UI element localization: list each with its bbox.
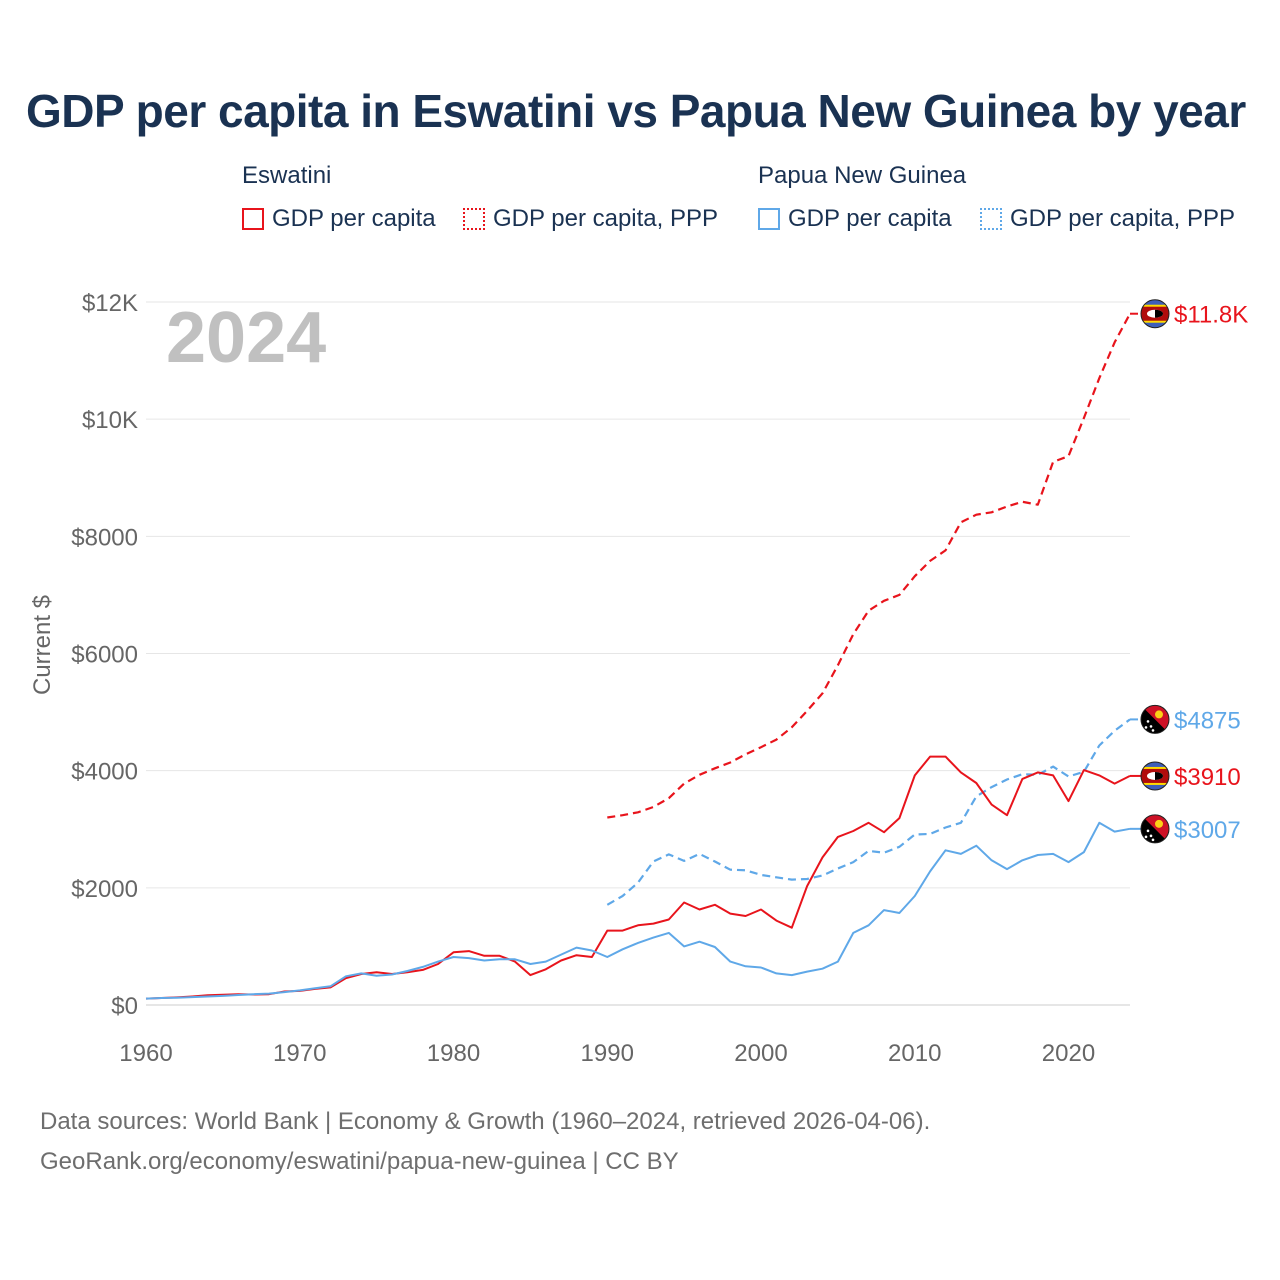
footer-link[interactable]: GeoRank.org/economy/eswatini/papua-new-g…: [40, 1148, 679, 1175]
legend-png-gdp-ppp[interactable]: GDP per capita, PPP: [980, 205, 1235, 233]
legend-swatch-dotted-icon: [463, 208, 485, 230]
legend-label: GDP per capita: [788, 205, 952, 232]
series-line: [607, 313, 1131, 819]
y-tick-label: $8000: [71, 524, 138, 551]
x-tick-label: 2020: [1042, 1040, 1095, 1067]
footer-sources: Data sources: World Bank | Economy & Gro…: [40, 1108, 931, 1135]
legend-swatch-dotted-icon: [980, 208, 1002, 230]
x-tick-label: 2010: [888, 1040, 941, 1067]
x-tick-label: 2000: [734, 1040, 787, 1067]
y-tick-label: $0: [111, 993, 138, 1020]
end-value-label: $4875: [1174, 707, 1241, 734]
series: [145, 313, 1131, 1000]
legend-swatch-solid-icon: [242, 208, 264, 230]
legend-label: GDP per capita: [272, 205, 436, 232]
legend-group-eswatini: Eswatini: [242, 162, 332, 189]
eswatini-flag-icon: [1140, 761, 1170, 791]
legend-label: GDP per capita, PPP: [493, 205, 718, 232]
legend-eswatini-gdp[interactable]: GDP per capita: [242, 205, 436, 233]
png-flag-icon: [1140, 814, 1170, 844]
x-tick-label: 1990: [581, 1040, 634, 1067]
chart-title: GDP per capita in Eswatini vs Papua New …: [26, 85, 1246, 137]
end-value-label: $3007: [1174, 817, 1241, 844]
y-axis-title: Current $: [29, 595, 56, 695]
series-line: [145, 821, 1131, 1000]
x-tick-label: 1970: [273, 1040, 326, 1067]
y-tick-label: $10K: [82, 407, 138, 434]
x-tick-label: 1960: [119, 1040, 172, 1067]
x-tick-label: 1980: [427, 1040, 480, 1067]
end-labels: $11.8K $4875 $3910 $3007: [1130, 299, 1248, 844]
legend-group-png: Papua New Guinea: [758, 162, 967, 189]
legend-eswatini-gdp-ppp[interactable]: GDP per capita, PPP: [463, 205, 718, 233]
x-axis: 1960 1970 1980 1990 2000 2010 2020: [119, 1040, 1095, 1067]
grid: [146, 301, 1130, 1006]
legend-label: GDP per capita, PPP: [1010, 205, 1235, 232]
y-tick-label: $2000: [71, 876, 138, 903]
y-tick-label: $4000: [71, 759, 138, 786]
end-value-label: $3910: [1174, 764, 1241, 791]
year-label: 2024: [166, 298, 326, 378]
legend-swatch-solid-icon: [758, 208, 780, 230]
end-value-label: $11.8K: [1174, 302, 1248, 329]
series-line: [145, 755, 1131, 1000]
y-tick-label: $6000: [71, 642, 138, 669]
y-tick-label: $12K: [82, 290, 138, 317]
series-line: [606, 718, 1131, 906]
eswatini-flag-icon: [1140, 299, 1170, 329]
png-flag-icon: [1140, 704, 1170, 734]
legend-png-gdp[interactable]: GDP per capita: [758, 205, 952, 233]
y-axis: $0 $2000 $4000 $6000 $8000 $10K $12K: [71, 290, 138, 1020]
